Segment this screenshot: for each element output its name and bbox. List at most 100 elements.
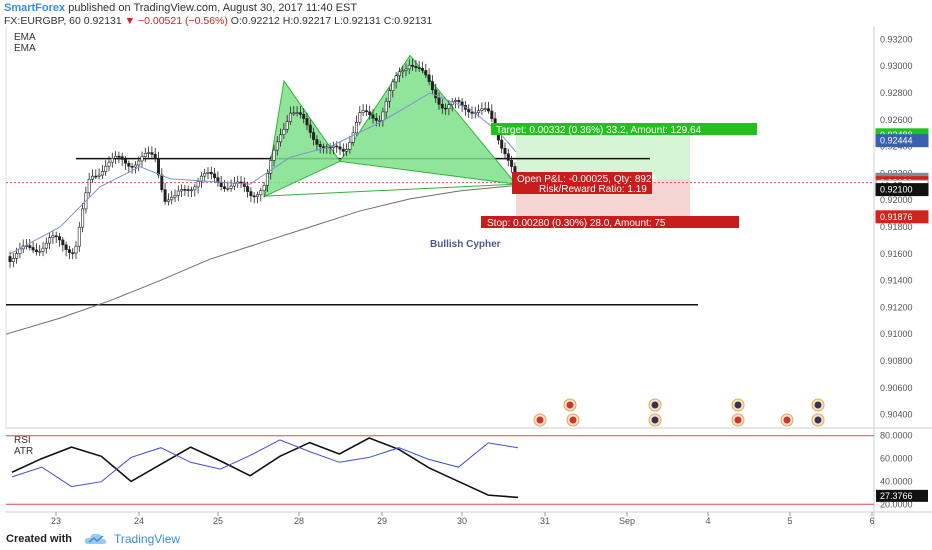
candle-body (196, 181, 200, 188)
candle (371, 109, 375, 124)
price-tick-label: 0.93200 (880, 34, 913, 44)
price-badge-bg (875, 210, 929, 224)
candle (345, 143, 349, 157)
candle-body (384, 100, 388, 113)
candle-body (157, 158, 161, 176)
candle (358, 105, 362, 126)
rsi-tick-label: 60.0000 (880, 454, 913, 464)
candle (180, 184, 184, 197)
candle-body (275, 141, 279, 151)
candle (312, 127, 316, 146)
event-icon (566, 413, 580, 427)
rsi-pane (6, 435, 874, 505)
time-tick-label: 25 (213, 516, 223, 526)
candle-body (124, 159, 128, 164)
stop-label[interactable]: Stop: 0.00280 (0.30%) 28.0, Amount: 75 (481, 216, 739, 229)
candle-body (213, 173, 217, 178)
candle (236, 175, 240, 189)
cypher-pattern (264, 54, 518, 198)
event-flag (536, 416, 544, 424)
candle-body (117, 155, 121, 158)
candle-body (133, 164, 137, 168)
candle-body (424, 70, 428, 76)
time-tick-label: 31 (540, 516, 550, 526)
target-label[interactable]: Target: 0.00332 (0.36%) 33.2, Amount: 12… (491, 123, 757, 136)
pattern-xd-line (264, 183, 517, 197)
rsi-line (11, 437, 519, 499)
event-icon (648, 398, 662, 412)
candle (292, 106, 296, 117)
candle-body (391, 81, 395, 92)
candle-body (193, 186, 197, 191)
event-flag (783, 416, 791, 424)
candle-body (110, 157, 114, 163)
event-icon (533, 413, 547, 427)
event-flag (734, 416, 742, 424)
footer-created-text: Created with (6, 533, 73, 545)
candle-body (477, 110, 481, 114)
ema-label-2[interactable]: EMA (14, 43, 36, 54)
ema-label-1[interactable]: EMA (14, 32, 36, 43)
candle (91, 169, 95, 183)
candle (28, 238, 32, 251)
rsi-label[interactable]: RSI (14, 435, 31, 446)
candle-body (87, 178, 91, 194)
candle-body (147, 152, 151, 154)
candle-body (166, 199, 170, 202)
candle-body (371, 114, 375, 119)
candle-body (180, 189, 184, 192)
candle (364, 104, 368, 117)
candle-body (127, 162, 131, 167)
candle-body (8, 256, 12, 262)
atr-label[interactable]: ATR (14, 446, 34, 457)
price-tick-label: 0.92600 (880, 115, 913, 125)
candle (31, 240, 35, 254)
price-chart[interactable]: Target: 0.00332 (0.36%) 33.2, Amount: 12… (0, 0, 932, 528)
candle (57, 233, 61, 247)
candle (97, 168, 101, 180)
candle (67, 245, 71, 260)
candle (239, 176, 243, 189)
event-flag (566, 401, 574, 409)
candle-body (298, 112, 302, 115)
candle (279, 128, 283, 147)
event-icon (811, 413, 825, 427)
candle (38, 244, 42, 257)
candle (34, 243, 38, 256)
candle (147, 146, 151, 159)
price-tick-label: 0.92800 (880, 88, 913, 98)
candle-body (378, 119, 382, 122)
candle (124, 156, 128, 170)
footer-brand[interactable]: TradingView (114, 532, 181, 546)
candle-body (407, 64, 411, 70)
candle (483, 101, 487, 113)
candle (94, 169, 98, 180)
price-axis[interactable]: 0.932000.930000.928000.926000.924000.922… (875, 34, 929, 420)
risk-reward-text: Risk/Reward Ratio: 1.19 (539, 184, 647, 195)
candle (427, 68, 431, 86)
candle (510, 155, 514, 173)
chart-header: SmartForex published on TradingView.com,… (4, 2, 357, 15)
candle (137, 156, 141, 172)
event-flag (651, 401, 659, 409)
candle-body (490, 110, 494, 119)
economic-events[interactable] (533, 398, 825, 427)
price-tick-label: 0.91000 (880, 329, 913, 339)
time-axis[interactable]: 23 24 25 28 29 30 31 Sep 4 5 6 (51, 512, 875, 526)
candle (503, 142, 507, 160)
event-flag (814, 401, 822, 409)
candle (100, 164, 104, 179)
event-flag (569, 416, 577, 424)
candle-body (163, 189, 167, 202)
candle-body (368, 111, 372, 116)
candle-body (100, 171, 104, 176)
pnl-label[interactable]: Open P&L: -0.00025, Qty: 8928 Risk/Rewar… (512, 172, 658, 195)
publisher-name[interactable]: SmartForex (4, 2, 66, 14)
candle-body (282, 129, 286, 135)
time-tick-label: 28 (294, 516, 304, 526)
candle-body (387, 90, 391, 102)
candle (430, 75, 434, 95)
candle (81, 203, 85, 233)
candle (173, 189, 177, 203)
